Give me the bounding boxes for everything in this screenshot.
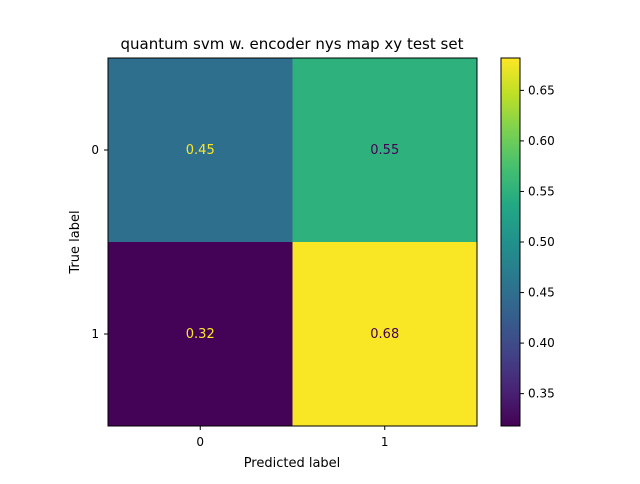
heatmap-cell-0-0	[108, 58, 293, 243]
chart-title: quantum svm w. encoder nys map xy test s…	[121, 35, 464, 53]
heatmap-cell-1-0	[108, 242, 293, 427]
colorbar-tick-label-0: 0.35	[528, 387, 555, 401]
cell-value-label-1-1: 0.68	[370, 327, 399, 342]
colorbar-tick-label-4: 0.55	[528, 184, 555, 198]
x-tick-label-0: 0	[196, 435, 204, 449]
y-tick-label-0: 0	[91, 143, 99, 157]
x-axis-label: Predicted label	[244, 456, 341, 471]
x-tick-label-1: 1	[381, 435, 389, 449]
colorbar-ticks: 0.35 0.40 0.45 0.50 0.55 0.60 0.65	[520, 83, 555, 401]
colorbar-tick-label-1: 0.40	[528, 336, 555, 350]
y-axis-ticks: 01	[91, 143, 108, 341]
y-tick-label-1: 1	[91, 327, 99, 341]
cell-value-label-1-0: 0.32	[186, 327, 215, 342]
colorbar-tick-label-3: 0.50	[528, 235, 555, 249]
colorbar-tick-label-6: 0.65	[528, 83, 555, 97]
cell-value-label-0-1: 0.55	[370, 143, 399, 158]
colorbar	[500, 57, 521, 427]
y-axis-label: True label	[68, 210, 83, 274]
cell-value-label-0-0: 0.45	[186, 143, 215, 158]
cell-value-labels: 0.45 0.55 0.32 0.68	[186, 143, 399, 342]
plot-frame	[107, 57, 478, 427]
heatmap-cells	[108, 58, 478, 427]
heatmap-cell-1-1	[292, 242, 478, 427]
colorbar-tick-label-5: 0.60	[528, 134, 555, 148]
colorbar-tick-label-2: 0.45	[528, 286, 555, 300]
heatmap-cell-0-1	[292, 58, 478, 243]
